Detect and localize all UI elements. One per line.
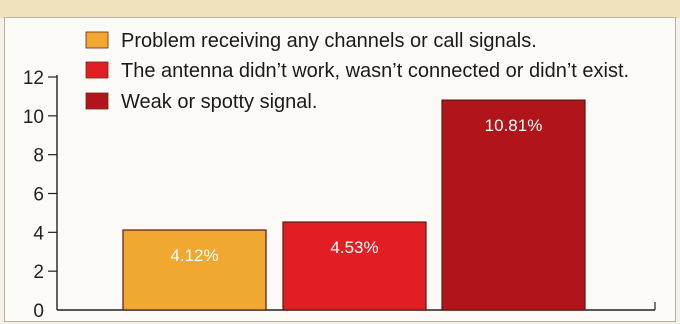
- bar: [282, 221, 427, 311]
- data-label: 10.81%: [485, 116, 543, 135]
- y-tick-label: 12: [23, 68, 44, 89]
- legend: Problem receiving any channels or call s…: [85, 30, 629, 113]
- legend-swatch: [85, 92, 109, 110]
- y-tick-label: 10: [23, 107, 44, 128]
- legend-label: Weak or spotty signal.: [121, 91, 317, 113]
- bar: [122, 229, 267, 311]
- legend-swatch: [85, 31, 109, 49]
- bars: 4.12% 4.53% 10.81%: [122, 99, 586, 311]
- y-tick-label: 0: [33, 301, 44, 322]
- data-label: 4.12%: [170, 246, 218, 265]
- legend-label: The antenna didn’t work, wasn’t connecte…: [121, 60, 629, 82]
- y-tick-label: 8: [33, 146, 44, 167]
- y-tick-label: 2: [33, 262, 44, 283]
- y-tick-label: 6: [33, 185, 44, 206]
- legend-label: Problem receiving any channels or call s…: [121, 30, 537, 52]
- y-tick-label: 4: [33, 223, 44, 244]
- header-strip: [0, 0, 680, 18]
- data-label: 4.53%: [330, 238, 378, 257]
- bar: [441, 99, 586, 311]
- legend-swatch: [85, 61, 109, 79]
